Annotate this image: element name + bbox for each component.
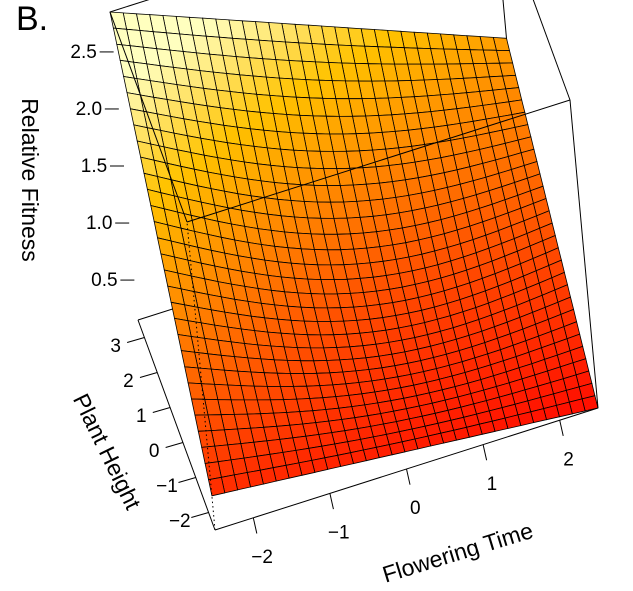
surface-facet bbox=[191, 398, 209, 416]
z-axis-tick-label: 2.0 bbox=[76, 99, 102, 120]
x-axis-tick bbox=[406, 468, 411, 485]
surface-facet bbox=[194, 414, 212, 432]
box-edge bbox=[532, 0, 571, 101]
y-axis-tick bbox=[139, 372, 158, 379]
x-axis-tick-label: 1 bbox=[487, 474, 498, 495]
x-axis-tick bbox=[329, 493, 334, 510]
box-edge bbox=[109, 0, 150, 13]
z-axis-tick-label: 1.0 bbox=[86, 213, 112, 234]
y-axis-tick bbox=[178, 477, 196, 484]
x-axis-tick-label: 2 bbox=[563, 449, 574, 470]
y-axis-tick bbox=[191, 512, 209, 519]
y-axis-tick bbox=[152, 407, 171, 414]
box-edge bbox=[186, 99, 571, 223]
box-edge bbox=[109, 11, 188, 223]
box-edge bbox=[137, 319, 216, 531]
y-axis-tick-label: −2 bbox=[169, 511, 191, 532]
y-axis-title: Plant Height bbox=[68, 389, 147, 514]
x-axis-tick-label: −2 bbox=[251, 547, 273, 568]
box-edge bbox=[569, 99, 599, 409]
z-axis-tick-label: 0.5 bbox=[91, 270, 117, 291]
z-axis-tick-label: 2.5 bbox=[70, 42, 96, 63]
x-axis-tick-label: 0 bbox=[410, 498, 421, 519]
y-axis-tick bbox=[126, 337, 145, 344]
y-axis-tick-label: 2 bbox=[123, 371, 134, 392]
x-axis-tick bbox=[559, 420, 564, 436]
y-axis-tick bbox=[165, 442, 184, 449]
x-axis-tick bbox=[482, 444, 488, 461]
plot-box-front-edges bbox=[109, 11, 599, 531]
z-axis-tick-label: 1.5 bbox=[81, 156, 107, 177]
y-axis-tick-label: −1 bbox=[156, 476, 178, 497]
box-edge bbox=[186, 221, 216, 531]
x-axis-title: Flowering Time bbox=[379, 517, 536, 587]
y-axis-tick-label: 0 bbox=[149, 441, 160, 462]
x-axis-tick bbox=[252, 517, 258, 534]
y-axis-tick-label: 3 bbox=[110, 336, 121, 357]
surface-facet bbox=[208, 476, 226, 497]
z-axis-title: Relative Fitness bbox=[17, 98, 43, 262]
x-axis-tick-label: −1 bbox=[328, 523, 350, 544]
surface-facet bbox=[204, 461, 222, 481]
fitness-surface bbox=[109, 11, 599, 497]
panel-label: B. bbox=[16, 0, 48, 38]
y-axis-tick-label: 1 bbox=[136, 406, 147, 427]
surface-facet bbox=[201, 445, 219, 464]
